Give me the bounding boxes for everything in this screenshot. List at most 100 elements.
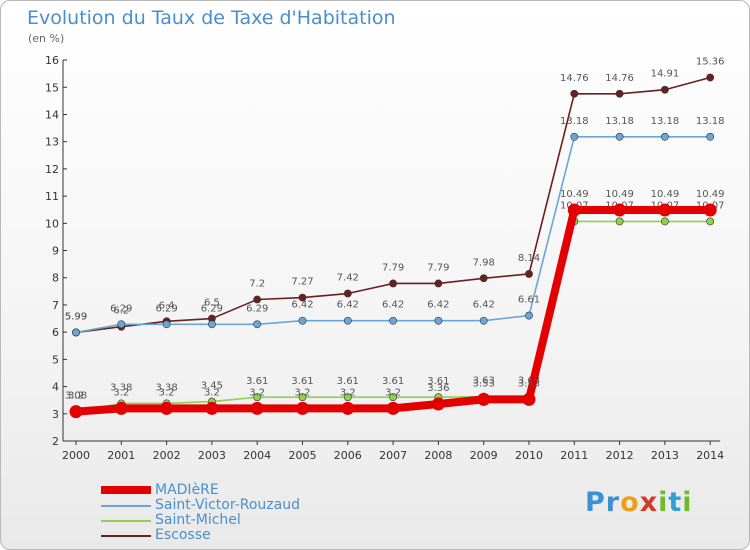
x-tick-label: 2009	[470, 449, 498, 462]
data-point-saint-victor-rouzaud	[661, 132, 669, 141]
data-label-escosse: 7.2	[249, 279, 265, 290]
data-label-saint-michel: 3.08	[65, 391, 87, 402]
data-point-madi-re	[613, 203, 627, 217]
data-point-madi-re	[703, 203, 717, 217]
data-label-saint-michel: 3.61	[427, 376, 449, 387]
logo-letter: t	[668, 487, 683, 518]
x-tick-label: 2001	[107, 449, 135, 462]
data-label-saint-michel: 3.61	[291, 376, 313, 387]
data-point-saint-victor-rouzaud	[117, 320, 126, 329]
data-point-escosse	[570, 89, 579, 98]
x-tick-label: 2002	[153, 449, 181, 462]
data-label-saint-victor-rouzaud: 6.29	[155, 303, 177, 314]
data-label-escosse: 8.14	[518, 253, 540, 264]
data-point-saint-michel	[389, 393, 397, 402]
legend-label: Saint-Michel	[155, 512, 241, 528]
data-point-madi-re	[250, 401, 264, 415]
data-label-escosse: 7.42	[337, 273, 359, 284]
y-tick-label: 7	[52, 299, 59, 312]
x-tick-label: 2006	[334, 449, 362, 462]
data-point-escosse	[434, 279, 443, 288]
data-point-escosse	[525, 270, 533, 278]
data-point-escosse	[479, 274, 488, 283]
data-point-saint-victor-rouzaud	[298, 316, 307, 325]
y-tick-label: 8	[52, 272, 59, 285]
legend-item: Escosse	[101, 527, 361, 543]
data-label-saint-victor-rouzaud: 6.42	[291, 300, 313, 311]
data-label-saint-victor-rouzaud: 6.29	[246, 303, 268, 314]
data-point-saint-michel	[253, 393, 262, 402]
x-tick-label: 2011	[560, 449, 588, 462]
data-label-escosse: 14.76	[560, 73, 589, 84]
data-label-escosse: 7.98	[473, 257, 495, 268]
data-label-madi-re: 3.2	[249, 387, 265, 398]
y-tick-label: 2	[52, 435, 59, 448]
data-label-saint-michel: 3.38	[110, 382, 132, 393]
data-point-saint-victor-rouzaud	[253, 320, 262, 329]
data-label-saint-victor-rouzaud: 6.29	[201, 303, 223, 314]
legend-label: Saint-Victor-Rouzaud	[155, 497, 300, 513]
data-label-escosse: 6.5	[204, 298, 220, 309]
x-tick-label: 2010	[515, 449, 543, 462]
data-label-saint-michel: 3.45	[201, 381, 223, 392]
data-label-madi-re: 3.36	[427, 383, 449, 394]
data-label-saint-michel: 3.63	[473, 376, 495, 387]
legend-item: Saint-Michel	[101, 512, 361, 528]
data-label-madi-re: 10.49	[696, 189, 725, 200]
data-point-saint-victor-rouzaud	[72, 328, 80, 337]
data-point-madi-re	[69, 405, 83, 419]
logo-letter: o	[620, 487, 640, 518]
data-label-saint-michel: 3.61	[246, 376, 268, 387]
data-label-escosse: 14.76	[605, 73, 634, 84]
line-chart: 2 3 4 5 6 7 8 9 10 11 12 13 14 15 16 2000 2001 2002 2003 20…	[45, 54, 725, 462]
data-point-saint-michel	[706, 217, 715, 226]
legend-swatch	[101, 520, 151, 522]
data-label-escosse: 6.4	[159, 300, 175, 311]
data-label-escosse: 15.36	[696, 56, 725, 67]
data-point-saint-victor-rouzaud	[162, 320, 171, 329]
data-point-saint-michel	[343, 393, 352, 402]
logo-letter: P	[585, 487, 606, 518]
y-tick-label: 3	[52, 408, 59, 421]
data-point-saint-victor-rouzaud	[525, 311, 533, 320]
y-tick-label: 12	[45, 163, 59, 176]
y-tick-label: 6	[52, 326, 59, 339]
y-tick-label: 13	[45, 136, 59, 149]
y-tick-label: 10	[45, 217, 59, 230]
data-label-saint-michel: 3.63	[518, 376, 540, 387]
logo-letter: x	[639, 487, 659, 518]
x-tick-label: 2013	[651, 449, 679, 462]
data-label-madi-re: 3.53	[473, 378, 495, 389]
y-tick-label: 4	[52, 381, 59, 394]
data-label-escosse: 7.79	[382, 262, 404, 273]
x-tick-label: 2007	[379, 449, 407, 462]
data-label-saint-michel: 3.61	[382, 376, 404, 387]
data-point-madi-re	[386, 401, 400, 415]
x-tick-label: 2004	[243, 449, 271, 462]
data-label-madi-re: 3.2	[385, 387, 401, 398]
legend-item: Saint-Victor-Rouzaud	[101, 497, 361, 513]
data-label-saint-michel: 3.61	[337, 376, 359, 387]
legend-label: MADIèRE	[155, 482, 219, 498]
data-point-escosse	[661, 85, 669, 94]
legend-swatch	[101, 505, 151, 507]
logo-letter: i	[682, 487, 693, 518]
data-point-madi-re	[522, 392, 536, 406]
data-point-madi-re	[341, 401, 355, 415]
x-tick-label: 2008	[424, 449, 452, 462]
data-point-saint-michel	[661, 217, 669, 226]
data-label-escosse: 7.79	[427, 262, 449, 273]
data-label-escosse: 5.99	[65, 311, 87, 322]
data-label-saint-victor-rouzaud: 13.18	[560, 116, 589, 127]
data-point-escosse	[298, 293, 307, 302]
data-point-madi-re	[658, 203, 672, 217]
data-label-madi-re: 3.2	[68, 391, 84, 402]
x-tick-label: 2012	[606, 449, 634, 462]
data-point-madi-re	[160, 401, 174, 415]
data-point-escosse	[706, 73, 715, 82]
chart-title: Evolution du Taux de Taxe d'Habitation	[27, 7, 396, 29]
data-label-saint-victor-rouzaud: 6.42	[427, 300, 449, 311]
data-point-madi-re	[431, 397, 445, 411]
chart-unit-label: (en %)	[28, 32, 65, 45]
